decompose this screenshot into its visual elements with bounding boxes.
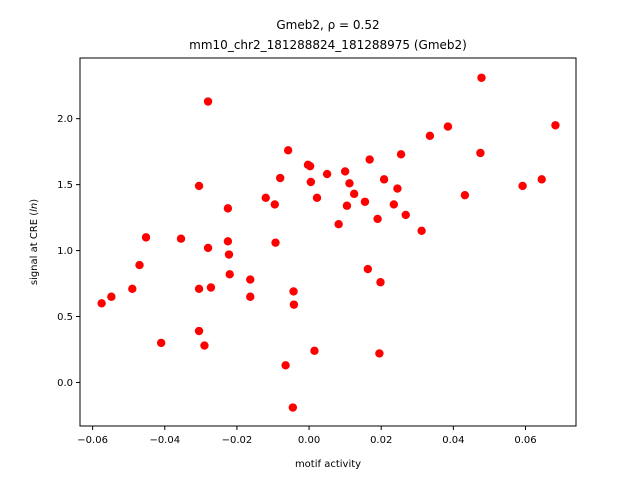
x-tick-label: 0.02 [370, 435, 392, 446]
data-point-44 [373, 214, 382, 224]
data-point-39 [345, 179, 354, 188]
data-point-49 [393, 184, 402, 193]
data-point-43 [365, 155, 374, 164]
data-point-15 [223, 204, 233, 213]
x-axis-ticks: −0.06 −0.04 −0.02 0.00 0.02 0.04 0.06 [77, 426, 537, 446]
data-point-48 [389, 200, 399, 209]
chart-title-line1: Gmeb2, ρ = 0.52 [276, 18, 379, 32]
y-tick-label: 2.0 [57, 114, 73, 125]
data-point-56 [476, 148, 485, 158]
data-point-59 [537, 175, 546, 184]
data-point-7 [176, 234, 186, 243]
x-tick-label: −0.04 [149, 435, 180, 446]
data-point-47 [379, 175, 389, 184]
data-point-11 [200, 341, 209, 350]
data-point-18 [225, 270, 234, 279]
data-point-38 [342, 201, 352, 210]
chart-title-line2: mm10_chr2_181288824_181288975 (Gmeb2) [189, 38, 467, 52]
data-point-23 [271, 238, 280, 247]
y-axis-ticks: 0.0 0.5 1.0 1.5 2.0 [57, 114, 80, 389]
data-point-28 [289, 287, 298, 296]
data-point-54 [443, 122, 453, 131]
data-point-8 [194, 181, 204, 191]
y-axis-label-close: ) [29, 199, 40, 203]
y-tick-label: 1.0 [57, 246, 73, 257]
y-axis-label: signal at CRE (ln) [29, 199, 40, 285]
data-point-55 [460, 190, 470, 200]
data-point-60 [551, 121, 560, 130]
data-point-13 [203, 243, 213, 253]
data-point-22 [270, 200, 279, 209]
data-point-16 [223, 237, 233, 246]
data-point-14 [206, 283, 216, 292]
data-point-25 [281, 361, 290, 370]
data-point-42 [363, 264, 373, 274]
y-axis-label-ln: ln [29, 203, 40, 212]
data-point-57 [477, 73, 486, 82]
data-point-36 [334, 219, 343, 229]
data-point-40 [349, 189, 359, 199]
data-point-32 [306, 177, 316, 187]
y-tick-label: 0.5 [57, 312, 73, 323]
data-point-26 [283, 146, 293, 155]
data-point-24 [276, 173, 285, 183]
x-tick-label: −0.06 [77, 435, 108, 446]
data-point-37 [340, 167, 350, 176]
data-point-45 [375, 349, 384, 358]
data-point-6 [156, 338, 166, 348]
data-point-58 [518, 181, 527, 191]
data-point-31 [305, 161, 315, 171]
data-point-53 [425, 131, 435, 141]
y-axis-label-text: signal at CRE ( [29, 212, 40, 285]
data-point-9 [194, 284, 204, 294]
data-point-21 [261, 193, 270, 203]
data-point-5 [141, 233, 151, 242]
data-point-41 [360, 197, 370, 206]
data-point-50 [396, 150, 406, 159]
data-point-27 [288, 403, 298, 412]
data-point-33 [310, 346, 319, 356]
data-point-3 [128, 284, 137, 294]
data-point-4 [135, 260, 144, 270]
data-point-52 [417, 226, 426, 235]
data-point-46 [376, 278, 385, 287]
y-tick-label: 0.0 [57, 378, 73, 389]
data-point-10 [194, 326, 204, 336]
data-point-2 [107, 292, 116, 301]
data-point-12 [203, 97, 213, 106]
data-points [97, 73, 560, 412]
data-point-35 [322, 169, 332, 179]
data-point-29 [289, 300, 299, 309]
data-point-19 [246, 275, 255, 284]
x-axis-label: motif activity [295, 459, 361, 470]
x-tick-label: −0.02 [222, 435, 253, 446]
data-point-51 [401, 210, 410, 220]
data-point-34 [312, 193, 322, 203]
plot-frame [79, 57, 577, 427]
data-point-1 [97, 299, 106, 308]
x-tick-label: 0.06 [514, 435, 536, 446]
x-tick-label: 0.04 [442, 435, 464, 446]
data-point-20 [246, 292, 255, 301]
y-tick-label: 1.5 [57, 180, 73, 191]
x-tick-label: 0.00 [298, 435, 320, 446]
data-point-17 [224, 250, 234, 259]
